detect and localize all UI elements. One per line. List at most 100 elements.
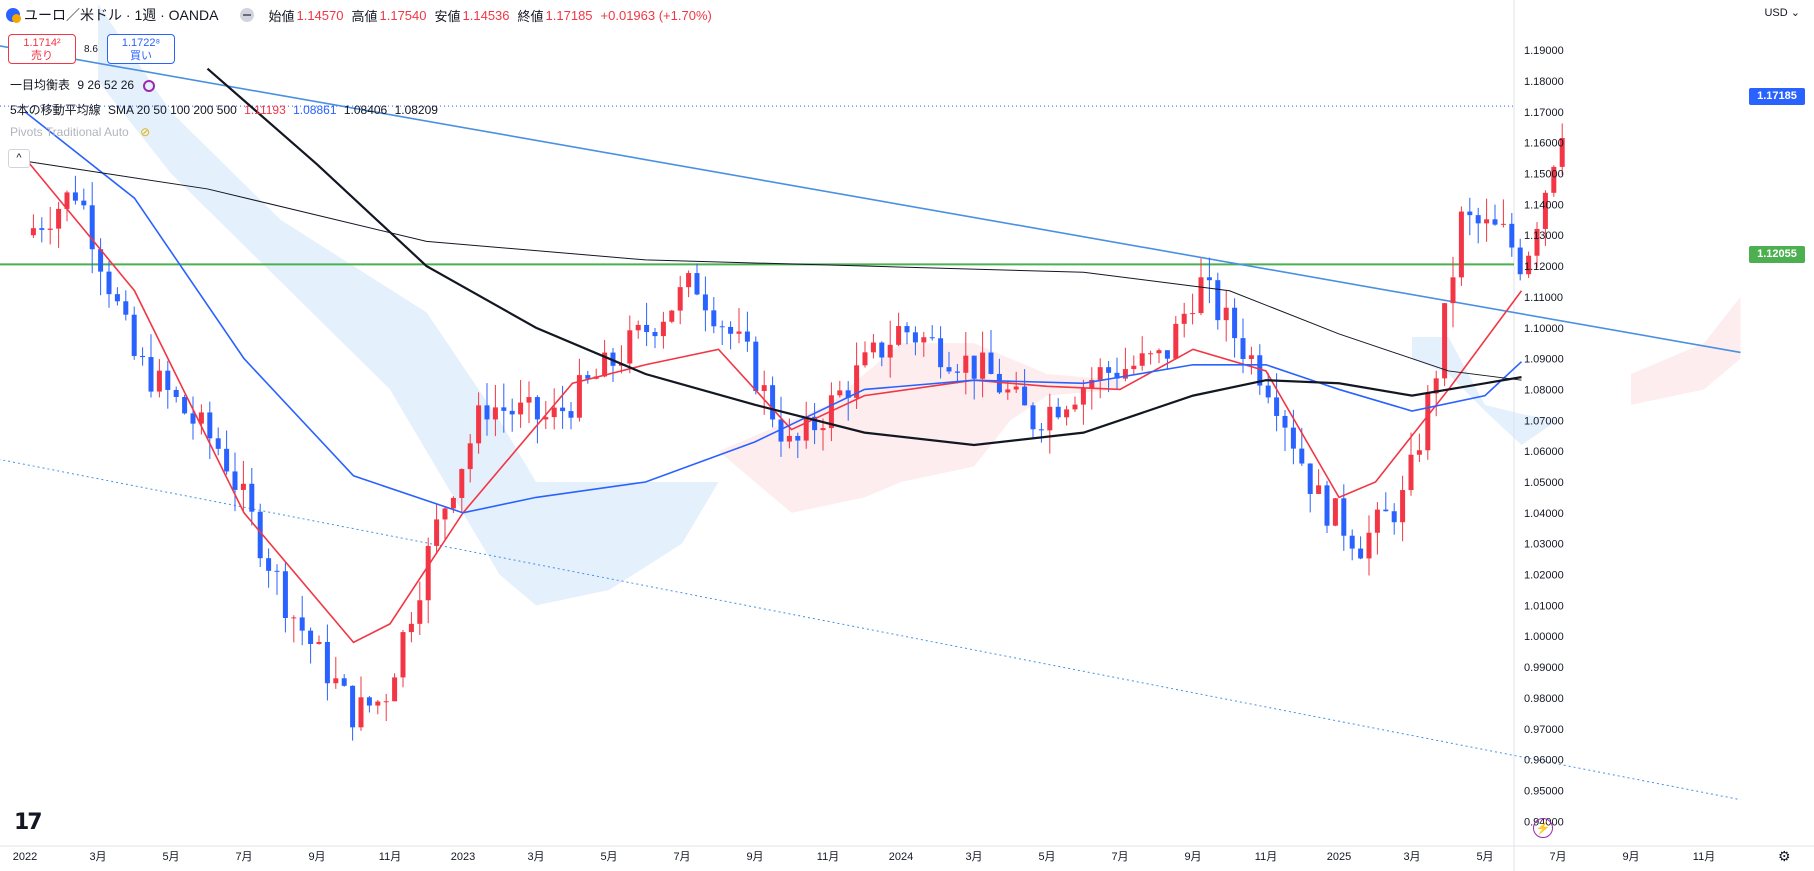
indicator-ichimoku[interactable]: 一目均衡表 9 26 52 26 — [10, 76, 156, 93]
candle-body — [509, 410, 515, 415]
candle-body — [333, 678, 339, 684]
candle-body — [1484, 219, 1490, 224]
time-axis-label: 5月 — [1038, 851, 1055, 863]
price-axis-label: 1.08000 — [1524, 384, 1564, 396]
indicator-pivots[interactable]: Pivots Traditional Auto ⊘ — [10, 125, 150, 139]
candle-body — [114, 294, 120, 302]
price-axis-label: 0.97000 — [1524, 724, 1564, 736]
candle-body — [946, 367, 952, 372]
candle-body — [568, 411, 574, 418]
candle-body — [896, 326, 902, 345]
candle-body — [1274, 397, 1280, 416]
candle-body — [1559, 137, 1565, 167]
flash-icon[interactable]: ⚡ — [1533, 818, 1553, 838]
candle-body — [224, 448, 230, 472]
price-axis-label: 1.01000 — [1524, 600, 1564, 612]
candle-body — [543, 417, 549, 420]
candle-body — [803, 416, 809, 441]
candle-body — [786, 435, 792, 442]
candle-body — [963, 355, 969, 373]
candle-body — [467, 443, 473, 470]
time-axis-label: 5月 — [1476, 851, 1493, 863]
axes: 1.19000 1.18000 1.17000 1.16000 1.15000 1.140… — [13, 45, 1715, 863]
candle-body — [1089, 379, 1095, 388]
candle-body — [1198, 277, 1204, 314]
candle-body — [1282, 415, 1288, 428]
candle-body — [131, 314, 137, 356]
candle-body — [770, 385, 776, 420]
price-axis-label: 1.18000 — [1524, 76, 1564, 88]
candle-body — [996, 373, 1002, 393]
close-value: 1.17185 — [545, 7, 593, 23]
sell-button[interactable]: 1.1714² 売り — [8, 34, 76, 64]
ma-line-3 — [206, 67, 1522, 447]
candle-body — [1181, 313, 1187, 324]
candle-body — [1232, 307, 1238, 339]
candle-body — [1072, 404, 1078, 410]
candle-body — [971, 355, 977, 379]
candle-body — [669, 310, 675, 322]
candle-body — [1416, 450, 1422, 455]
loading-icon — [143, 79, 156, 92]
settings-icon[interactable]: ⚙ — [1778, 848, 1791, 864]
candle-body — [1500, 223, 1506, 225]
sma-params: SMA 20 50 100 200 500 — [108, 103, 237, 117]
time-axis-label: 9月 — [308, 851, 325, 863]
symbol-title[interactable]: ユーロ／米ドル · 1週 · OANDA — [24, 7, 219, 23]
candle-body — [1248, 355, 1254, 359]
candle-body — [1164, 350, 1170, 359]
level-price-tag: 1.12055 — [1749, 246, 1805, 263]
candle-body — [232, 471, 238, 490]
price-axis-label: 1.09000 — [1524, 354, 1564, 366]
time-axis-label: 7月 — [235, 851, 252, 863]
candle-body — [1064, 409, 1070, 418]
candle-body — [728, 326, 734, 334]
candle-body — [602, 352, 608, 377]
price-axis-label: 1.05000 — [1524, 477, 1564, 489]
price-axis-label: 0.95000 — [1524, 785, 1564, 797]
price-axis-label: 1.04000 — [1524, 508, 1564, 520]
indicator-sma[interactable]: 5本の移動平均線 SMA 20 50 100 200 500 1.11193 1… — [10, 101, 442, 118]
candle-body — [929, 337, 935, 339]
candle-body — [1148, 353, 1154, 355]
sma-value-4: 1.08209 — [394, 103, 438, 117]
candle-body — [1215, 280, 1221, 321]
low-value: 1.14536 — [462, 7, 510, 23]
candle-body — [257, 511, 263, 559]
candle-body — [1173, 323, 1179, 359]
candle-body — [182, 396, 188, 414]
candle-body — [660, 321, 666, 337]
candle-body — [1299, 448, 1305, 464]
candle-body — [820, 428, 826, 431]
chart-header: ユーロ／米ドル · 1週 · OANDA 始値 1.14570 高値 1.17540… — [6, 4, 720, 26]
sma-name: 5本の移動平均線 — [10, 103, 101, 117]
currency-label: USD — [1764, 7, 1788, 19]
open-value: 1.14570 — [296, 7, 344, 23]
close-label: 終値 — [517, 8, 544, 24]
candle-body — [1383, 509, 1389, 512]
price-axis-label: 1.19000 — [1524, 45, 1564, 57]
candle-body — [341, 678, 347, 686]
currency-selector[interactable]: USD ⌄ — [1764, 7, 1800, 19]
collapse-legend-button[interactable]: ^ — [8, 149, 30, 168]
price-axis-label: 1.16000 — [1524, 138, 1564, 150]
candle-body — [98, 249, 104, 272]
buy-button[interactable]: 1.1722⁸ 買い — [107, 34, 175, 64]
tradingview-logo-icon[interactable]: 17 — [14, 810, 43, 835]
candle-body — [358, 697, 364, 728]
hidden-eye-icon[interactable]: ⊘ — [140, 125, 151, 139]
time-axis-label: 11月 — [1255, 851, 1277, 863]
candle-body — [1290, 427, 1296, 449]
candle-body — [291, 617, 297, 619]
candle-body — [1517, 247, 1523, 275]
sma-value-1: 1.11193 — [244, 103, 286, 117]
candle-body — [980, 352, 986, 379]
candle-body — [1097, 367, 1103, 380]
low-label: 安値 — [434, 8, 461, 24]
candle-body — [652, 332, 658, 337]
cloud-band-blue — [98, 3, 719, 606]
candle-body — [64, 192, 70, 209]
price-axis-label: 1.00000 — [1524, 631, 1564, 643]
minimize-icon[interactable] — [240, 8, 255, 22]
